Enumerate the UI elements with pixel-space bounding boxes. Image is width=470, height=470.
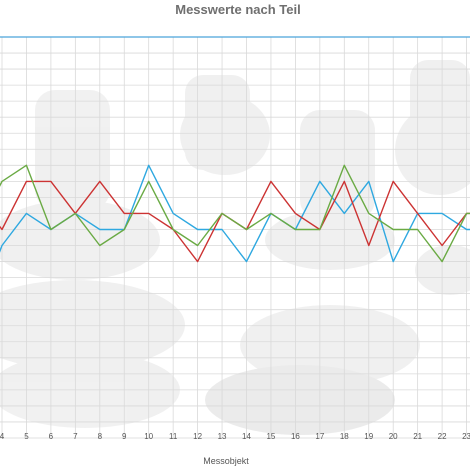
x-tick-label: 20: [389, 432, 398, 441]
x-tick-label: 10: [144, 432, 153, 441]
x-tick-label: 21: [413, 432, 422, 441]
x-tick-label: 13: [218, 432, 227, 441]
plot-area-overlay: [0, 28, 470, 440]
chart-title: Messwerte nach Teil: [175, 2, 300, 17]
x-tick-label: 4: [0, 432, 5, 441]
x-axis-label: Messobjekt: [203, 456, 249, 466]
x-tick-label: 6: [49, 432, 54, 441]
x-tick-label: 18: [340, 432, 349, 441]
x-tick-label: 5: [24, 432, 29, 441]
x-tick-label: 23: [462, 432, 470, 441]
grid: [0, 37, 470, 439]
x-tick-label: 14: [242, 432, 251, 441]
x-tick-label: 16: [291, 432, 300, 441]
x-tick-labels: 4 5 6 7 8 9 10 11 12 13 14 15 16 17 18 19 20 21 22 23: [0, 432, 470, 441]
x-tick-label: 15: [266, 432, 275, 441]
x-tick-label: 19: [364, 432, 373, 441]
x-tick-label: 12: [193, 432, 202, 441]
x-tick-label: 8: [98, 432, 103, 441]
x-tick-label: 17: [315, 432, 324, 441]
series-line-3: [0, 164, 470, 263]
x-tick-label: 9: [122, 432, 127, 441]
x-tick-label: 7: [73, 432, 78, 441]
x-tick-label: 22: [438, 432, 447, 441]
x-tick-label: 11: [169, 432, 178, 441]
series-layer: [0, 164, 470, 263]
background-photo: [0, 60, 470, 435]
